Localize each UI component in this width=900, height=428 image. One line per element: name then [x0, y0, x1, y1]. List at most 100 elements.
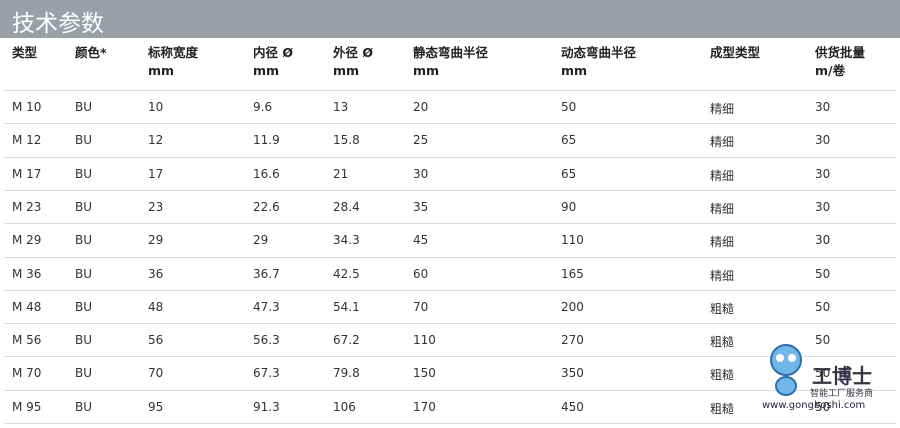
column-header: 颜色*: [75, 45, 107, 60]
table-cell: 34.3: [333, 233, 360, 248]
row-divider: [4, 256, 896, 258]
table-cell: 9.6: [253, 100, 273, 114]
table-cell: 65: [561, 166, 577, 181]
table-cell: 50: [815, 399, 831, 414]
table-cell: 150: [413, 366, 436, 381]
table-cell: BU: [75, 100, 93, 114]
table-cell: 精细: [710, 201, 735, 216]
table-cell: 79.8: [333, 366, 360, 381]
table-cell: 30: [815, 100, 831, 114]
table-cell: BU: [75, 199, 93, 214]
column-header: 内径 Ø: [253, 45, 293, 60]
table-cell: 50: [815, 299, 831, 314]
table-cell: 13: [333, 100, 349, 114]
table-cell: 20: [413, 100, 429, 114]
table-cell: 47.3: [253, 299, 280, 314]
table-cell: 21: [333, 166, 349, 181]
table-cell: 粗糙: [710, 301, 735, 316]
table-cell: 170: [413, 399, 436, 414]
title-bar: 技术参数: [0, 0, 900, 38]
row-divider: [4, 423, 896, 424]
watermark-url: www.gongboshi.com: [762, 400, 866, 411]
table-cell: 精细: [710, 102, 735, 116]
table-cell: 56.3: [253, 333, 280, 348]
column-header: 动态弯曲半径: [561, 45, 637, 60]
column-header: mm: [561, 63, 588, 78]
table-cell: 45: [413, 233, 429, 248]
table-cell: 65: [561, 133, 577, 148]
table-cell: M 70: [12, 366, 42, 381]
row-divider: [4, 156, 896, 158]
table-cell: 精细: [710, 268, 735, 283]
table-cell: 200: [561, 299, 584, 314]
row-divider: [4, 90, 896, 91]
table-cell: 50: [815, 366, 831, 381]
table-cell: 11.9: [253, 133, 280, 148]
table-cell: 36: [148, 266, 164, 281]
table-cell: 48: [148, 299, 164, 314]
title: 技术参数: [12, 11, 104, 37]
table-cell: BU: [75, 233, 93, 248]
column-header: mm: [333, 63, 360, 78]
table-cell: 50: [561, 100, 577, 114]
row-divider: [4, 289, 896, 291]
table-cell: 450: [561, 399, 584, 414]
row-divider: [4, 123, 896, 125]
table-cell: M 29: [12, 233, 42, 248]
table-cell: 30: [815, 166, 831, 181]
table-cell: 25: [413, 133, 429, 148]
column-header: 类型: [12, 45, 38, 60]
table-cell: 30: [815, 199, 831, 214]
table-cell: 35: [413, 199, 429, 214]
table-cell: M 95: [12, 399, 42, 414]
table-cell: 36.7: [253, 266, 280, 281]
table-cell: 67.2: [333, 333, 360, 348]
table-cell: 16.6: [253, 166, 280, 181]
table-cell: 54.1: [333, 299, 360, 314]
column-header: 标称宽度: [148, 45, 199, 60]
table-cell: 30: [815, 133, 831, 148]
table-cell: 12: [148, 133, 164, 148]
table-cell: 29: [148, 233, 164, 248]
table-cell: 70: [413, 299, 429, 314]
table-cell: 50: [815, 266, 831, 281]
table-cell: BU: [75, 133, 93, 148]
table-cell: 350: [561, 366, 584, 381]
table-cell: 10: [148, 100, 164, 114]
row-divider: [4, 223, 896, 225]
table-cell: 30: [413, 166, 429, 181]
watermark: 工博士 智能工厂服务商 www.gongboshi.com: [762, 340, 892, 420]
table-cell: 90: [561, 199, 577, 214]
column-header: 静态弯曲半径: [413, 45, 489, 60]
table-cell: 91.3: [253, 399, 280, 414]
row-divider: [4, 189, 896, 191]
table-cell: 精细: [710, 235, 735, 250]
table-cell: BU: [75, 266, 93, 281]
table-cell: BU: [75, 399, 93, 414]
table-cell: 110: [561, 233, 584, 248]
table-cell: 精细: [710, 135, 735, 150]
column-header: m/卷: [815, 63, 846, 78]
table-cell: M 10: [12, 100, 42, 114]
table-cell: 粗糙: [710, 401, 735, 416]
row-divider: [4, 356, 896, 358]
table-cell: 28.4: [333, 199, 360, 214]
table-cell: 粗糙: [710, 335, 735, 350]
watermark-slogan: 智能工厂服务商: [810, 389, 874, 399]
table-cell: 22.6: [253, 199, 280, 214]
table-cell: 15.8: [333, 133, 360, 148]
table-cell: 106: [333, 399, 356, 414]
table-cell: 42.5: [333, 266, 360, 281]
table-cell: BU: [75, 366, 93, 381]
table-cell: M 12: [12, 133, 42, 148]
table-cell: BU: [75, 166, 93, 181]
table-cell: BU: [75, 333, 93, 348]
column-header: mm: [253, 63, 280, 78]
watermark-brand: 工博士: [812, 364, 872, 388]
table-cell: 270: [561, 333, 584, 348]
column-header: mm: [148, 63, 175, 78]
watermark-logo: [770, 344, 802, 396]
table-cell: 165: [561, 266, 584, 281]
column-header: 成型类型: [710, 45, 761, 60]
